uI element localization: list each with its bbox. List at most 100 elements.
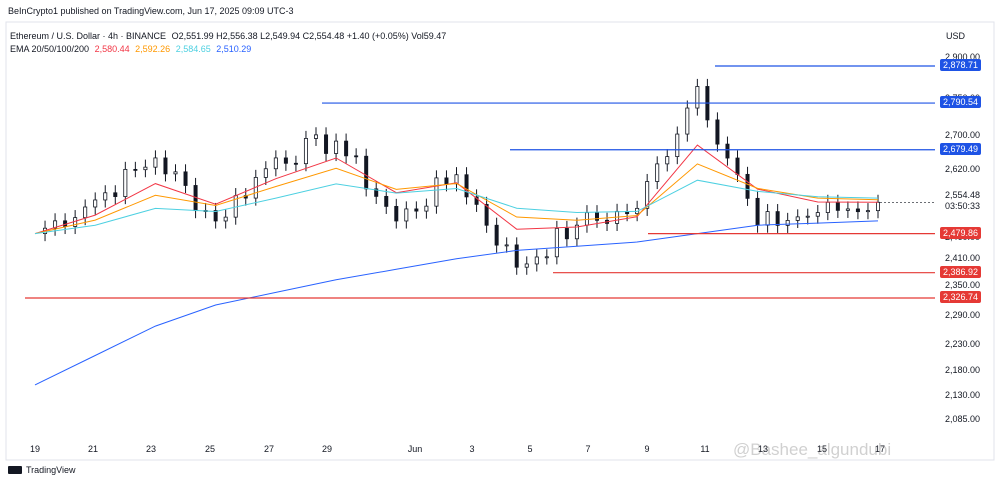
candle-body (364, 155, 369, 190)
price-tick-label: 2,230.00 (945, 339, 981, 349)
candle-body (303, 138, 308, 165)
candle-body (795, 216, 800, 221)
time-tick-label: 23 (145, 444, 157, 454)
candle-body (835, 201, 840, 211)
candle-body (113, 192, 118, 197)
ema-title: EMA 20/50/100/200 (10, 44, 90, 54)
candle-body (444, 177, 449, 185)
time-tick-label: 19 (29, 444, 41, 454)
time-tick-label: 5 (527, 444, 533, 454)
candle-body (434, 177, 439, 207)
time-tick-label: 25 (204, 444, 216, 454)
symbol-legend: Ethereum / U.S. Dollar · 4h · BINANCE O2… (10, 31, 449, 41)
candle-body (725, 143, 730, 159)
candle-body (293, 162, 298, 165)
candle-body (514, 244, 519, 268)
ema-200-line (34, 220, 879, 386)
candle-body (213, 210, 218, 222)
candle-body (474, 196, 479, 205)
candle-body (815, 212, 820, 217)
plot-border (5, 21, 995, 461)
price-tick-label: 2,085.00 (945, 414, 981, 424)
candle-body (765, 211, 770, 226)
candle-body (564, 228, 569, 240)
candle-body (544, 256, 549, 259)
candle-body (695, 86, 700, 109)
price-tick-label: 2,554.48 (945, 190, 981, 200)
candle-body (865, 210, 870, 213)
candle-body (103, 192, 108, 201)
candle-body (414, 208, 419, 212)
candle-body (675, 133, 680, 157)
candle-body (173, 171, 178, 175)
time-tick-label: 11 (700, 444, 710, 454)
price-tick-label: 2,700.00 (945, 130, 981, 140)
ema-legend: EMA 20/50/100/200 2,580.44 2,592.26 2,58… (10, 44, 254, 54)
watermark: @Bashee_algundubi (733, 440, 892, 459)
candle-body (574, 224, 579, 240)
candle-body (504, 244, 509, 247)
tradingview-footer[interactable]: TradingView (8, 465, 76, 475)
candle-body (374, 188, 379, 197)
candle-body (93, 199, 98, 208)
candle-body (876, 201, 881, 212)
candle-body (123, 168, 128, 197)
candle-body (223, 216, 228, 222)
candle-body (133, 168, 138, 171)
time-tick-label: 17 (874, 444, 886, 454)
level-badge-support: 2,326.74 (940, 291, 982, 303)
ema-20-value: 2,580.44 (94, 44, 130, 54)
candle-body (354, 155, 359, 158)
candle-body (163, 157, 168, 175)
ema-100-line (34, 179, 879, 235)
candle-body (645, 181, 650, 209)
candle-body (143, 166, 148, 171)
time-tick-label: Jun (407, 444, 423, 454)
price-tick-label: 2,620.00 (945, 164, 981, 174)
currency-label: USD (946, 31, 966, 41)
tradingview-logo-icon (8, 466, 22, 474)
time-tick-label: 3 (469, 444, 475, 454)
level-badge-support: 2,386.92 (940, 265, 982, 278)
candle-body (273, 157, 278, 170)
candle-body (745, 173, 750, 199)
candle-body (53, 220, 58, 229)
candle-body (313, 134, 318, 139)
candle-body (324, 134, 329, 154)
candle-body (283, 157, 288, 164)
published-header: BeInCrypto1 published on TradingView.com… (8, 6, 294, 16)
ema-20-line (34, 144, 879, 235)
candle-body (554, 228, 559, 258)
level-badge-resistance: 2,878.71 (940, 59, 982, 71)
candle-body (534, 256, 539, 265)
ema-50-value: 2,592.26 (135, 44, 171, 54)
time-tick-label: 7 (585, 444, 591, 454)
price-tick-label: 2,350.00 (945, 280, 981, 290)
candle-body (424, 205, 429, 212)
time-tick-label: 27 (263, 444, 275, 454)
candle-body (344, 140, 349, 157)
candle-body (665, 156, 670, 165)
candle-body (404, 208, 409, 222)
candle-body (494, 224, 499, 246)
candle-body (484, 203, 489, 226)
candle-body (464, 174, 469, 198)
time-tick-label: 21 (87, 444, 99, 454)
candle-body (394, 205, 399, 222)
candle-body (685, 107, 690, 135)
time-tick-label: 29 (321, 444, 333, 454)
candle-body (825, 201, 830, 213)
candle-body (153, 157, 158, 168)
candle-body (735, 157, 740, 175)
candle-body (855, 208, 860, 213)
candle-body (524, 263, 529, 268)
candle-body (845, 208, 850, 211)
price-tick-label: 2,900.00 (945, 52, 981, 62)
candle-body (183, 171, 188, 186)
candle-body (785, 220, 790, 226)
ema-50-line (34, 163, 879, 235)
ema-200-value: 2,510.29 (216, 44, 252, 54)
symbol-title: Ethereum / U.S. Dollar · 4h · BINANCE (10, 31, 167, 41)
candle-body (655, 163, 660, 182)
